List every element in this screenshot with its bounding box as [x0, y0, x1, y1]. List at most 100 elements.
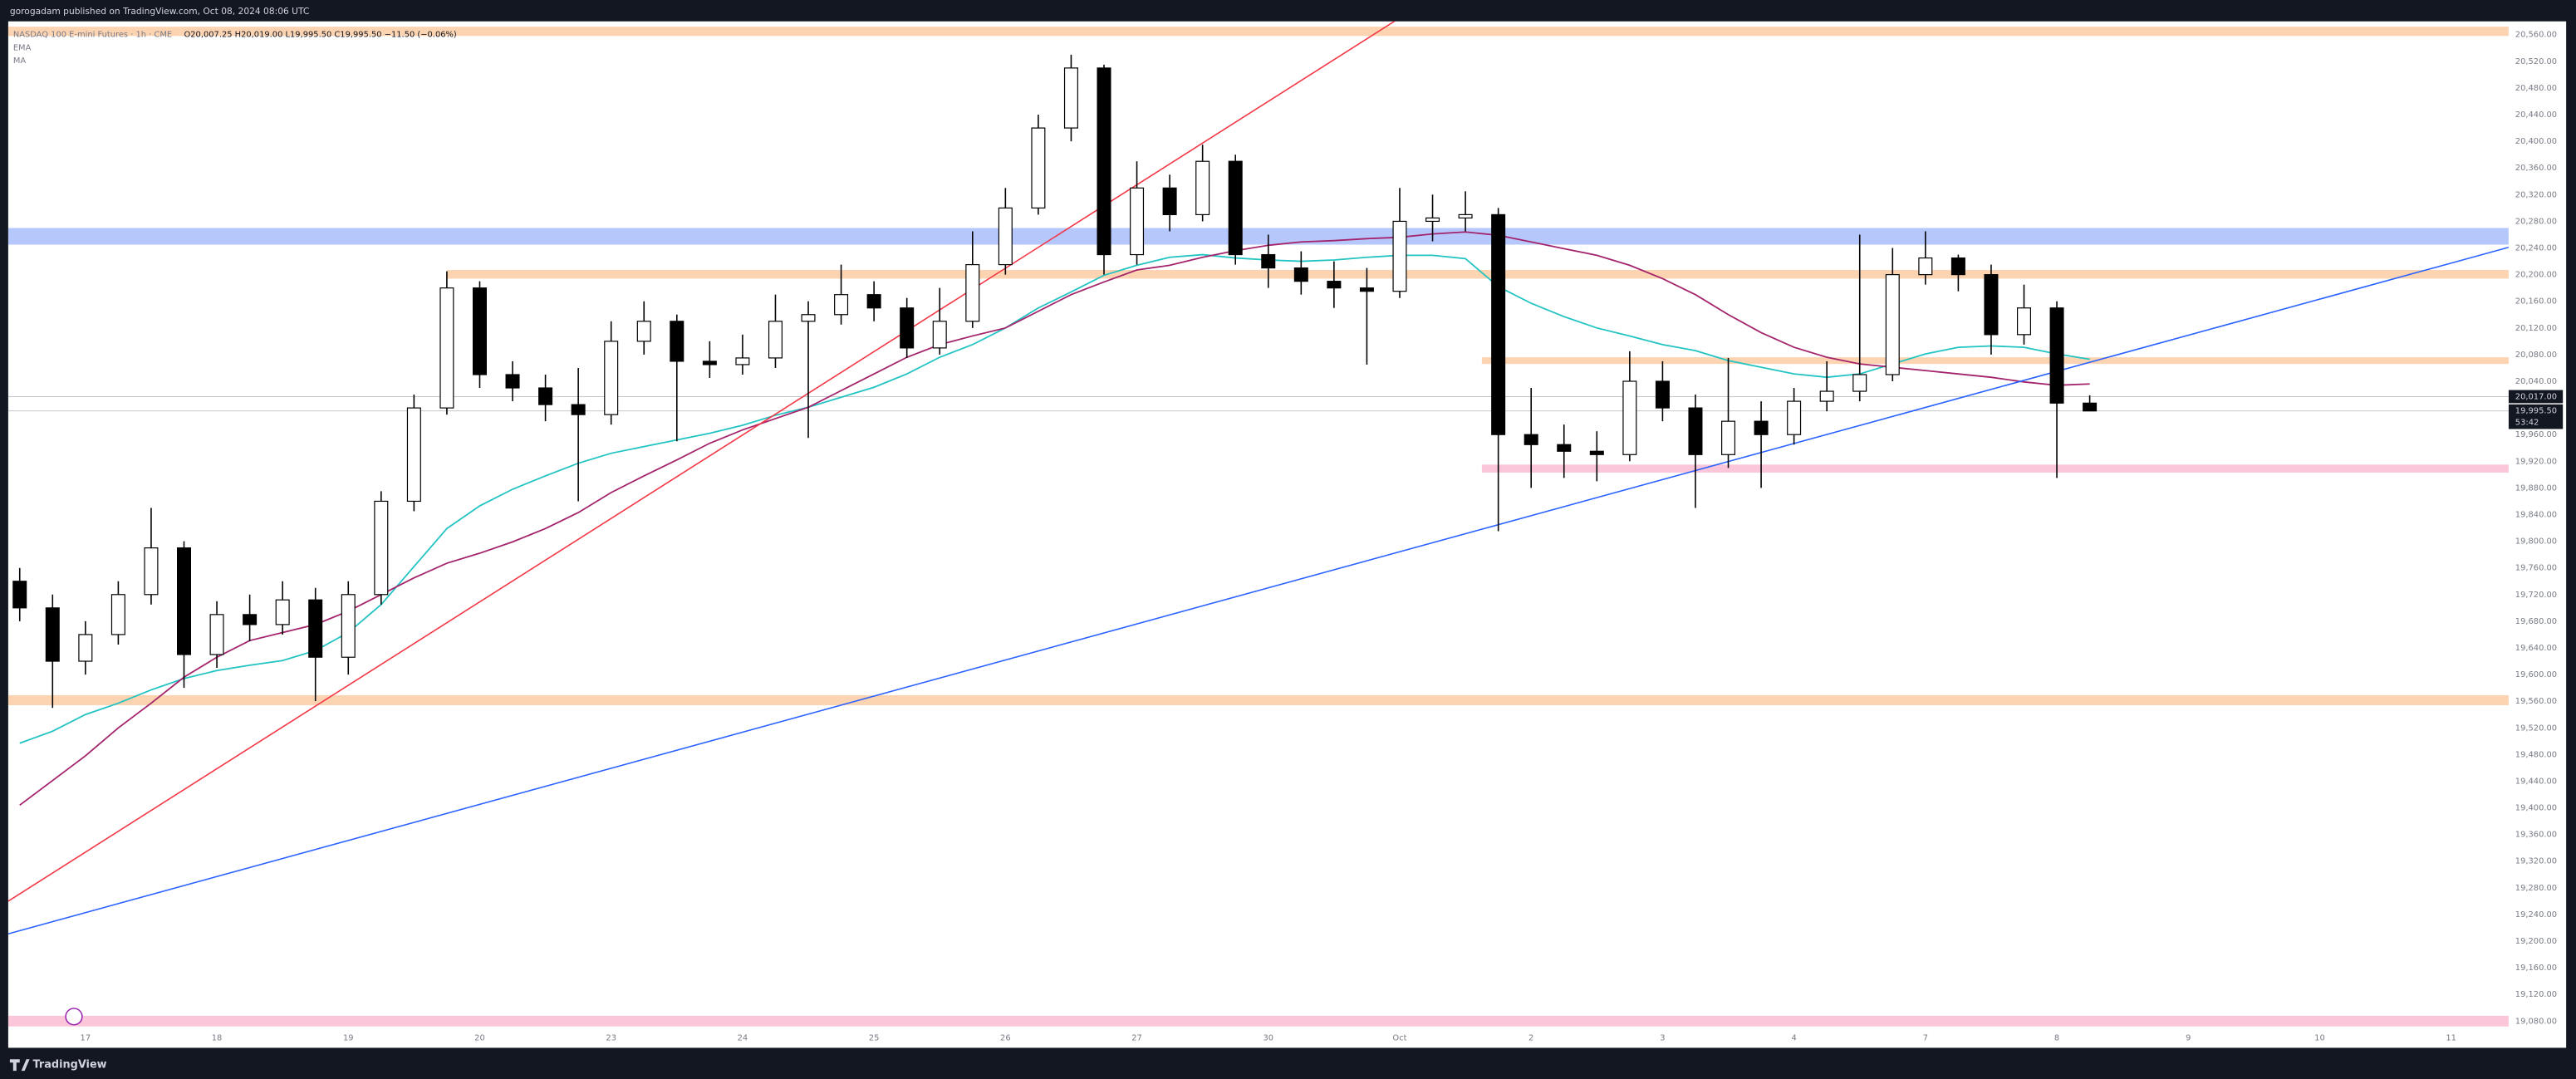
- y-tick-label: 19,320.00: [2515, 857, 2557, 866]
- candle-body: [1852, 374, 1867, 392]
- legend-symbol: NASDAQ 100 E-mini Futures · 1h · CME: [13, 31, 172, 40]
- candle-body: [1293, 267, 1308, 282]
- price-label: 19,995.50: [2515, 407, 2557, 416]
- y-tick-label: 20,280.00: [2515, 217, 2557, 226]
- candle-body: [341, 594, 356, 658]
- price-axis: 19,080.00 19,120.00 19,160.00 19,200.00 19,2…: [81, 31, 2564, 1043]
- candle-body: [636, 321, 651, 342]
- candle-body: [1819, 390, 1834, 402]
- candle-body: [1885, 274, 1900, 375]
- candle-body: [308, 599, 323, 658]
- x-tick-label: 10: [2314, 1034, 2325, 1043]
- price-label-bg: [2508, 390, 2564, 404]
- chart-area: [7, 21, 2567, 1048]
- candle-body: [1557, 444, 1572, 452]
- x-tick-label: 19: [343, 1034, 354, 1043]
- x-tick-label: 2: [1528, 1034, 1533, 1043]
- candle-body: [2083, 402, 2098, 412]
- candle-body: [900, 307, 915, 349]
- y-tick-label: 20,080.00: [2515, 351, 2557, 360]
- candle-body: [866, 294, 881, 309]
- y-tick-label: 19,920.00: [2515, 457, 2557, 466]
- candle-body: [1524, 434, 1538, 445]
- candle-body: [834, 294, 849, 316]
- x-tick-label: 3: [1660, 1034, 1665, 1043]
- x-tick-label: 23: [606, 1034, 616, 1043]
- y-tick-label: 19,080.00: [2515, 1017, 2557, 1026]
- x-tick-label: 30: [1263, 1034, 1273, 1043]
- zone: [446, 270, 2509, 279]
- y-tick-label: 19,800.00: [2515, 537, 2557, 547]
- x-tick-label: 7: [1923, 1034, 1928, 1043]
- plot: [7, 21, 2509, 1027]
- y-tick-label: 20,120.00: [2515, 324, 2557, 333]
- candle-body: [801, 314, 816, 322]
- y-tick-label: 19,600.00: [2515, 670, 2557, 679]
- candle-body: [1458, 213, 1473, 219]
- legend-ema: EMA: [13, 43, 32, 52]
- y-tick-label: 20,560.00: [2515, 31, 2557, 40]
- candle-body: [12, 581, 27, 609]
- candle-body: [275, 599, 290, 625]
- x-tick-label: 25: [869, 1034, 880, 1043]
- x-tick-label: 18: [212, 1034, 223, 1043]
- candle-body: [1950, 257, 1965, 276]
- candle-body: [2049, 307, 2064, 404]
- candle-body: [604, 341, 619, 415]
- candle-body: [1162, 187, 1177, 215]
- y-tick-label: 20,040.00: [2515, 377, 2557, 386]
- price-label-bg: [2508, 404, 2564, 429]
- candle-body: [406, 407, 421, 503]
- candle-body: [439, 287, 454, 409]
- y-tick-label: 19,560.00: [2515, 697, 2557, 706]
- y-tick-label: 19,440.00: [2515, 777, 2557, 786]
- publish-info: gorogadam published on TradingView.com, …: [10, 6, 309, 17]
- y-tick-label: 20,160.00: [2515, 297, 2557, 307]
- y-tick-label: 19,960.00: [2515, 430, 2557, 439]
- zone: [1481, 357, 2509, 365]
- x-tick-label: 8: [2054, 1034, 2059, 1043]
- candle-body: [1392, 220, 1407, 292]
- candle-body: [571, 404, 586, 415]
- candle-body: [1984, 274, 1999, 336]
- candle-body: [243, 614, 258, 625]
- y-tick-label: 20,400.00: [2515, 137, 2557, 146]
- y-tick-label: 20,200.00: [2515, 271, 2557, 280]
- candle-body: [144, 547, 159, 596]
- x-tick-label: 17: [81, 1034, 91, 1043]
- candle-body: [1491, 213, 1506, 435]
- candle-body: [2016, 307, 2032, 336]
- x-tick-label: 20: [474, 1034, 485, 1043]
- y-tick-label: 19,640.00: [2515, 644, 2557, 653]
- legend-ohlc: O20,007.25 H20,019.00 L19,995.50 C19,995…: [184, 31, 457, 40]
- candle-body: [702, 360, 717, 365]
- candle-body: [1688, 407, 1703, 455]
- y-tick-label: 19,120.00: [2515, 990, 2557, 999]
- candle-body: [735, 357, 750, 365]
- x-tick-label: 27: [1131, 1034, 1142, 1043]
- y-tick-label: 19,880.00: [2515, 483, 2557, 493]
- ma-line: [19, 231, 2090, 807]
- trend-line: [7, 246, 2509, 934]
- y-tick-label: 19,280.00: [2515, 884, 2557, 893]
- candle-body: [1261, 253, 1276, 269]
- candle-body: [538, 387, 553, 405]
- y-tick-label: 19,520.00: [2515, 723, 2557, 733]
- candle-body: [1359, 287, 1374, 292]
- y-tick-label: 19,480.00: [2515, 750, 2557, 759]
- x-tick-label: 11: [2446, 1034, 2456, 1043]
- candle-body: [472, 287, 487, 375]
- candle-body: [1130, 187, 1145, 256]
- y-tick-label: 19,760.00: [2515, 564, 2557, 573]
- candle-body: [78, 634, 93, 662]
- x-tick-label: Oct: [1392, 1034, 1406, 1043]
- legend-ma: MA: [13, 56, 27, 66]
- y-tick-label: 19,720.00: [2515, 591, 2557, 600]
- candle-body: [1097, 67, 1111, 256]
- y-tick-label: 19,160.00: [2515, 964, 2557, 973]
- x-tick-label: 4: [1791, 1034, 1796, 1043]
- y-tick-label: 20,520.00: [2515, 57, 2557, 66]
- candle-body: [1031, 127, 1046, 208]
- candle-body: [1918, 257, 1933, 276]
